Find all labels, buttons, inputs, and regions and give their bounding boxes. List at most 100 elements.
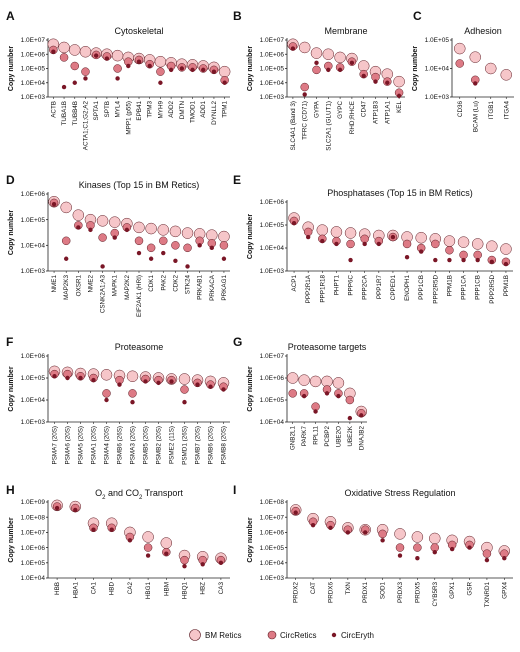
marker-bm-retics-prdx5 — [411, 531, 424, 543]
category-label-tpm1: TPM1 — [222, 101, 229, 118]
marker-bm-retics-psma3-20s — [126, 370, 139, 383]
category-label-hbb: HBB — [54, 582, 61, 595]
marker-circretics-ppp1ca — [459, 250, 468, 260]
marker-bm-retics-psma4-20s — [100, 369, 113, 381]
marker-circeryth-ppp2r5d — [433, 257, 438, 263]
category-label-enoph1: ENOPH1 — [404, 275, 411, 301]
category-label-ppp1cb: PPP1CB — [475, 275, 482, 300]
category-label-ca2: CA2 — [127, 582, 134, 595]
category-label-myl4: MYL4 — [115, 101, 122, 118]
marker-circeryth-actb — [51, 49, 56, 54]
y-tick-label: 1.0E+03 — [21, 419, 46, 426]
marker-circretics-hbq1 — [180, 555, 189, 565]
category-label-spta1: SPTA1 — [93, 101, 100, 121]
marker-bm-retics-tpm1 — [218, 65, 231, 78]
category-label-nme1: NME1 — [51, 275, 58, 293]
category-label-tfrc-cd71: TFRC (CD71) — [302, 101, 309, 140]
y-tick-label: 1.0E+09 — [21, 499, 46, 506]
marker-bm-retics-myl4 — [111, 49, 124, 62]
y-tick-label: 1.0E+03 — [260, 575, 285, 582]
legend-item-circretics: CircRetics — [267, 630, 316, 640]
category-label-gsr: GSR — [467, 582, 474, 596]
marker-bm-retics-gnb2l1 — [286, 372, 299, 384]
category-label-ppp2r5d: PPP2R5D — [432, 275, 439, 304]
marker-circretics-ppp6c — [346, 239, 355, 249]
marker-bm-retics-bcam-lu — [469, 51, 481, 63]
category-label-prdx3: PRDX3 — [397, 582, 404, 603]
category-label-atp1b3: ATP1B3 — [373, 101, 380, 124]
marker-circeryth-ppm1b — [447, 257, 452, 263]
y-tick-label: 1.0E+04 — [260, 245, 285, 252]
marker-circeryth-prdx2 — [293, 510, 298, 515]
marker-circeryth-ube2o — [336, 393, 341, 399]
category-label-ca3: CA3 — [218, 582, 225, 595]
marker-circeryth-psma7-20s — [52, 374, 57, 379]
y-tick-label: 1.0E+03 — [21, 94, 46, 101]
marker-circeryth-tmod1 — [190, 67, 195, 73]
category-label-hbz: HBZ — [200, 582, 207, 595]
category-label-ppp1ca: PPP1CA — [461, 274, 468, 300]
category-label-prdx2: PRDX2 — [293, 582, 300, 603]
y-tick-label: 1.0E+06 — [260, 51, 285, 58]
marker-circeryth-nme1 — [51, 202, 57, 207]
category-label-hbg1: HBG1 — [145, 582, 152, 600]
category-label-psmb5-20s: PSMB5 (20S) — [143, 426, 150, 465]
marker-circeryth-dmtn — [179, 66, 185, 71]
category-label-psma6-20s: PSMA6 (20S) — [65, 426, 72, 465]
marker-circeryth-dynll2 — [211, 69, 217, 74]
marker-bm-retics-cdk1 — [145, 222, 157, 235]
category-label-cdk2: CDK2 — [172, 275, 179, 292]
marker-circretics-cdk1 — [146, 243, 156, 253]
category-label-dnajb2: DNAJB2 — [358, 426, 365, 451]
marker-circretics-pak2 — [159, 236, 168, 246]
y-tick-label: 1.0E+05 — [21, 217, 46, 224]
category-label-stk24: STK24 — [185, 275, 192, 295]
marker-circeryth-psmd1-26s — [182, 399, 187, 405]
category-label-park7: PARK7 — [301, 426, 308, 447]
marker-circretics-stk24 — [183, 243, 192, 253]
marker-bm-retics-myh9 — [154, 55, 167, 68]
category-label-ube2k: UBE2K — [347, 425, 354, 446]
panel-b: B Membrane 1.0E+03 1.0E+04 1.0E+05 1.0E+06 1.0… — [233, 9, 405, 151]
y-tick-label: 1.0E+05 — [260, 545, 285, 552]
panel-a: A Cytoskeletal 1.0E+03 1.0E+04 1.0E+05 1.0E+0… — [6, 9, 231, 150]
panel-title: Proteasome targets — [288, 342, 367, 352]
y-tick-label: 1.0E+05 — [260, 222, 285, 229]
marker-circeryth-prkab1 — [197, 243, 202, 248]
marker-circeryth-sod1 — [380, 538, 385, 543]
marker-circeryth-psmb8-20s — [221, 387, 226, 392]
y-tick-label: 1.0E+08 — [260, 499, 285, 506]
marker-circretics-cdk2 — [171, 241, 180, 250]
category-label-cpped1: CPPED1 — [390, 275, 397, 301]
marker-circretics-psma3-20s — [128, 389, 137, 398]
panel-letter: I — [233, 483, 236, 497]
panel-letter: B — [233, 9, 242, 23]
marker-bm-retics-ppm1b — [443, 235, 456, 247]
y-tick-label: 1.0E+06 — [21, 191, 46, 198]
y-tick-label: 1.0E+05 — [21, 560, 46, 567]
category-label-rhd-rhce: RHD;RHCE — [349, 101, 356, 134]
category-label-csnk2a1-a3: CSNK2A1;A3 — [100, 275, 107, 314]
y-tick-label: 1.0E+03 — [425, 94, 450, 101]
category-label-psma7-20s: PSMA7 (20S) — [52, 426, 59, 465]
category-label-psma3-20s: PSMA3 (20S) — [130, 426, 137, 465]
marker-circretics-acta1-c1-g2-a2 — [81, 67, 90, 76]
marker-circeryth-pcbp2 — [324, 391, 330, 396]
panel-c: C Adhesion 1.0E+03 1.0E+04 1.0E+05 Copy numbe… — [412, 9, 514, 132]
marker-bm-retics-ppp2r5d — [486, 240, 498, 252]
category-label-psma1-20s: PSMA1 (20S) — [91, 426, 98, 465]
category-label-dmtn: DMTN — [179, 101, 186, 120]
category-label-tpm3: TPM3 — [147, 101, 154, 118]
panel-title: Phosphatases (Top 15 in BM Retics) — [327, 188, 473, 198]
category-label-ppp1cb: PPP1CB — [418, 275, 425, 300]
category-label-ppm1b: PPM1B — [503, 275, 510, 296]
category-label-hbm: HBM — [163, 582, 170, 596]
category-label-sptb: SPTB — [104, 101, 111, 117]
marker-bm-retics-slc2a1-glut1 — [322, 48, 335, 60]
category-label-psmb2-20s: PSMB2 (20S) — [156, 426, 163, 465]
y-axis-label: Copy number — [8, 366, 15, 411]
panel-title: Cytoskeletal — [114, 26, 163, 36]
marker-circeryth-psmb2-20s — [156, 380, 161, 386]
marker-bm-retics-csnk2a1-a3 — [96, 215, 109, 227]
y-tick-label: 1.0E+05 — [21, 375, 46, 382]
